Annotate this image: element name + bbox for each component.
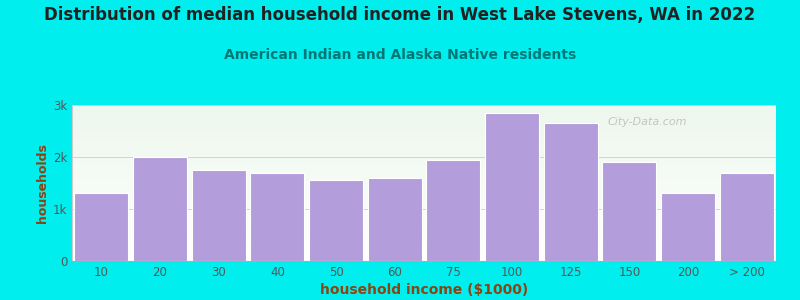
- Bar: [192, 170, 246, 261]
- Text: City-Data.com: City-Data.com: [607, 118, 686, 128]
- Bar: [368, 178, 422, 261]
- Bar: [661, 194, 715, 261]
- Bar: [133, 157, 187, 261]
- Bar: [309, 180, 363, 261]
- Bar: [426, 160, 480, 261]
- Bar: [602, 162, 656, 261]
- Bar: [250, 172, 304, 261]
- Text: Distribution of median household income in West Lake Stevens, WA in 2022: Distribution of median household income …: [45, 6, 755, 24]
- Bar: [485, 113, 539, 261]
- Text: American Indian and Alaska Native residents: American Indian and Alaska Native reside…: [224, 48, 576, 62]
- Y-axis label: households: households: [35, 143, 49, 223]
- X-axis label: household income ($1000): household income ($1000): [320, 283, 528, 297]
- Bar: [74, 194, 128, 261]
- Bar: [720, 172, 774, 261]
- Bar: [544, 123, 598, 261]
